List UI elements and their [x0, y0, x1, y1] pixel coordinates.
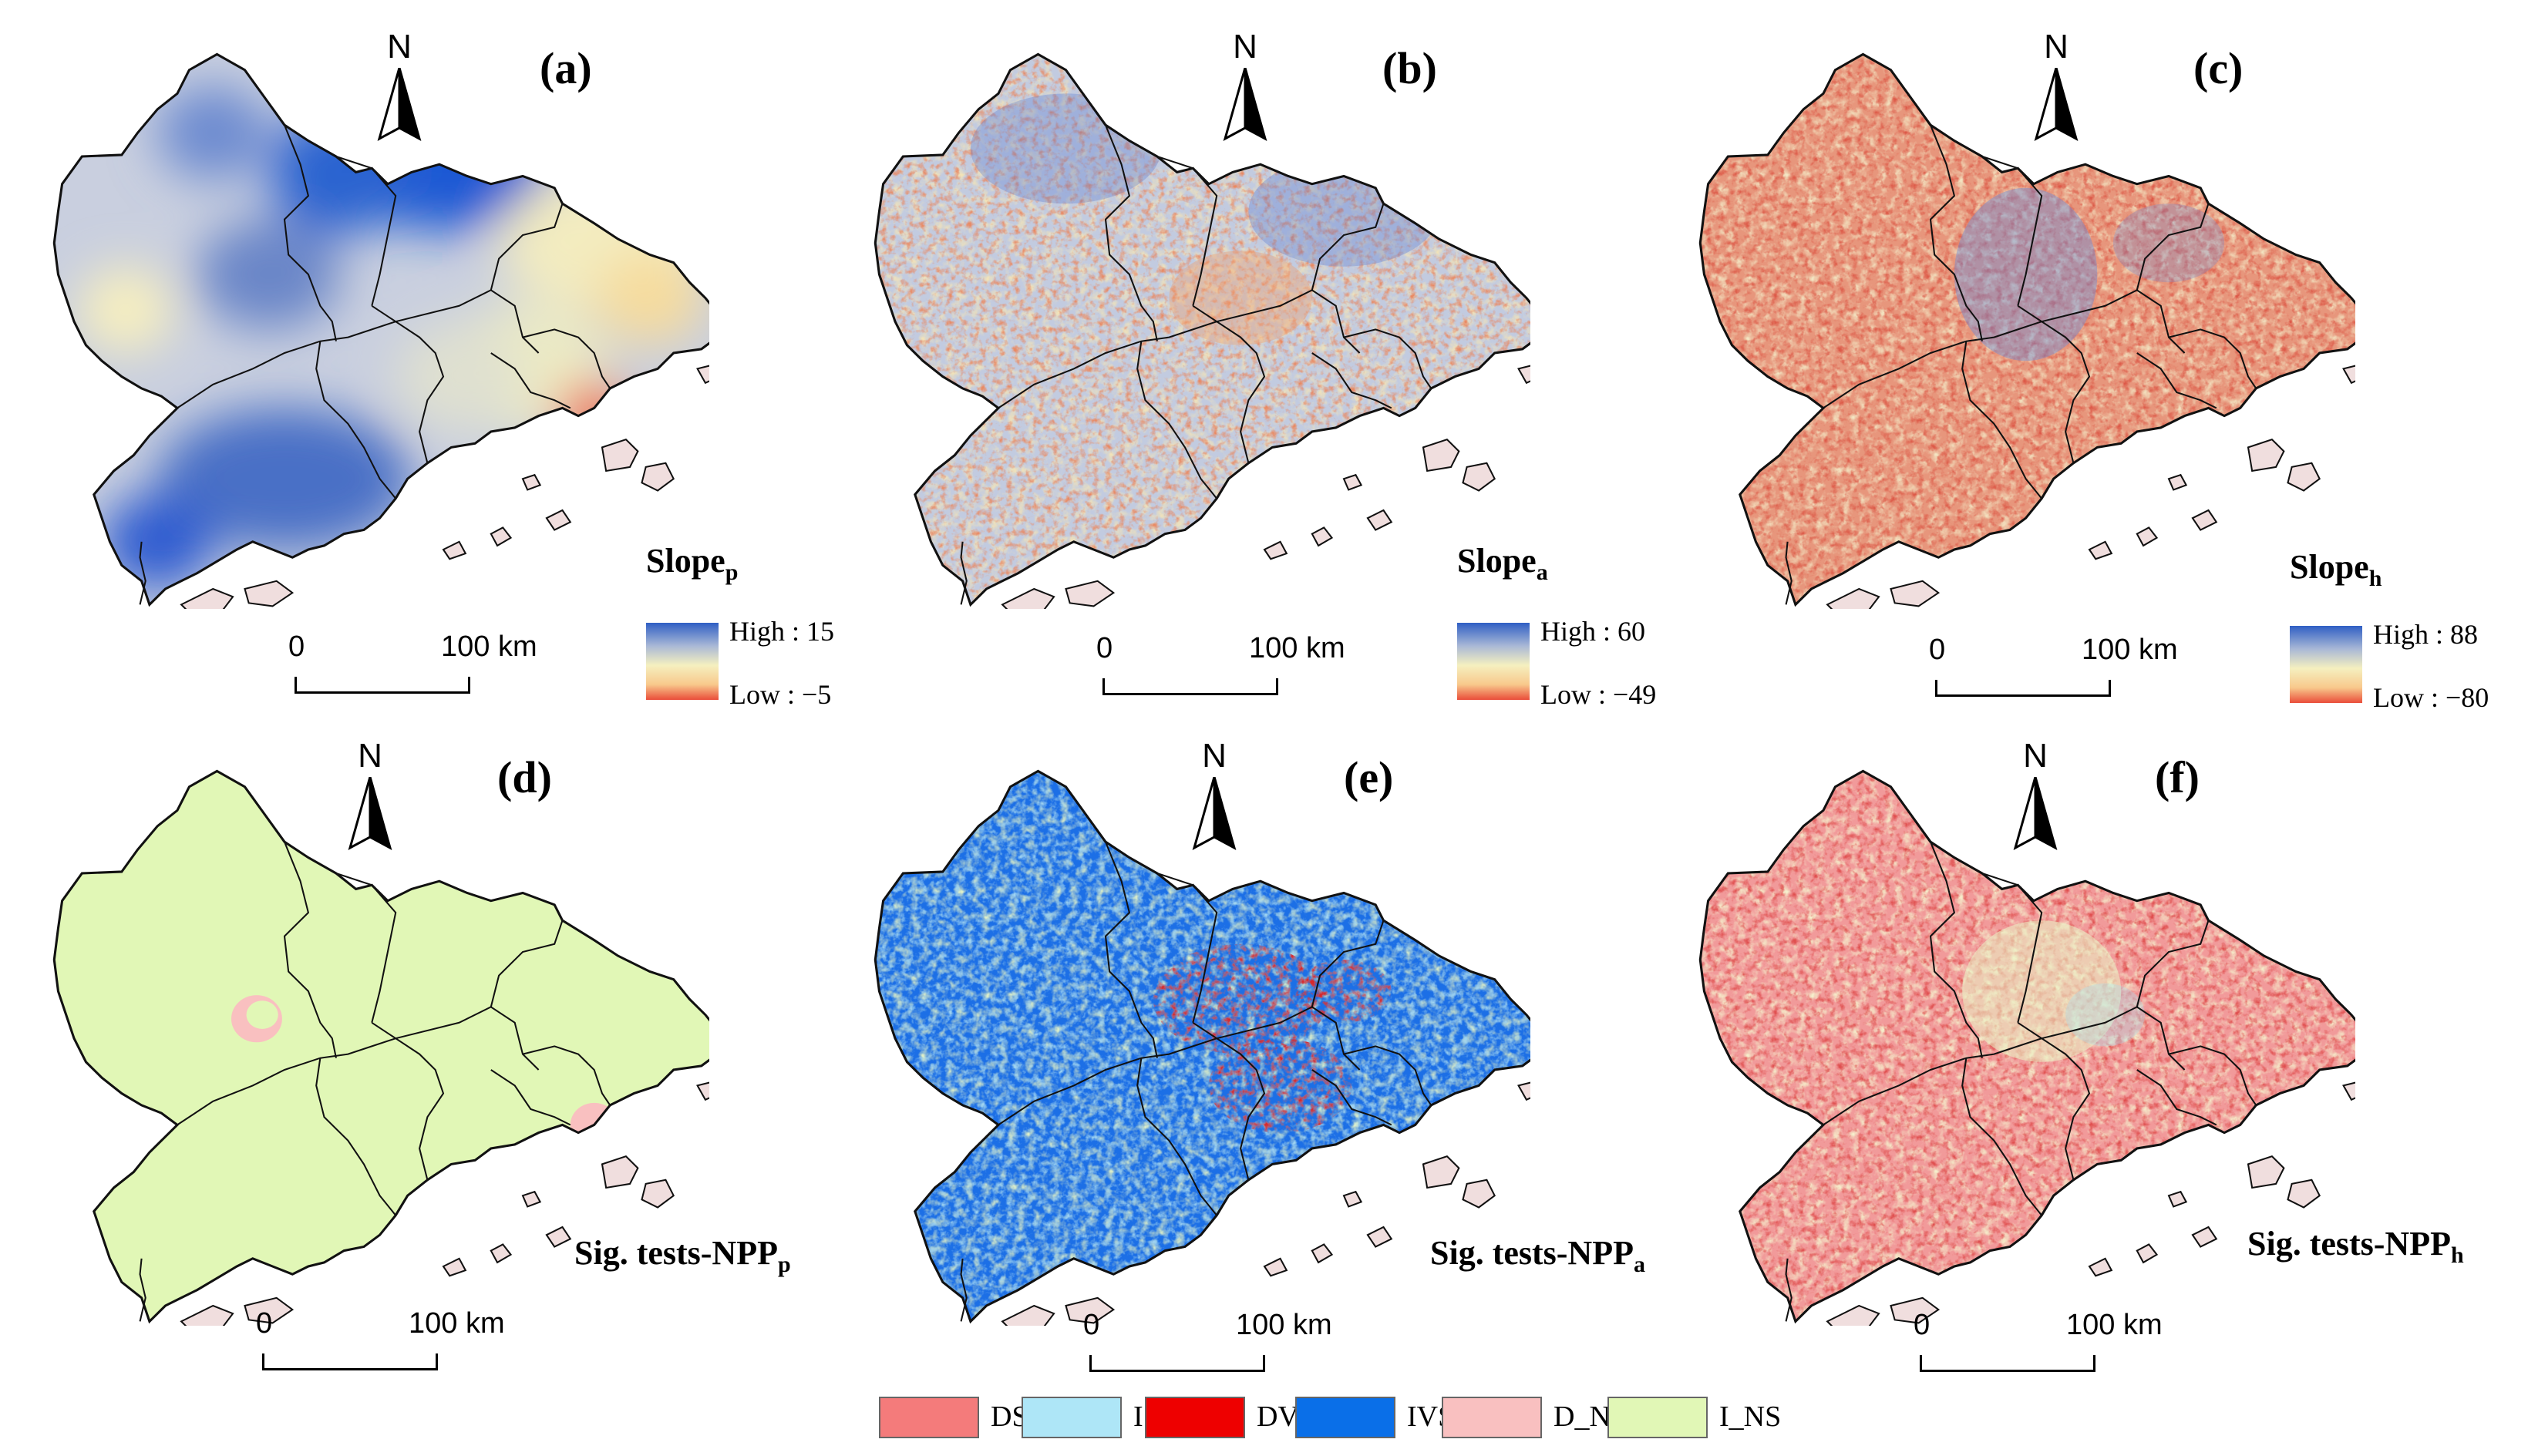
scale-line-c: [1935, 680, 2111, 697]
scale-line-b: [1102, 678, 1278, 695]
north-letter-c: N: [2044, 28, 2069, 66]
color-ramp-gradient-c: [2290, 626, 2362, 703]
legend-swatch-i-ns: [1607, 1397, 1708, 1438]
map-e: [874, 769, 1530, 1326]
map-panel-e: (e) N 0 100 km Sig. tests-NPPa: [836, 737, 1654, 1434]
scale-line-a: [295, 677, 470, 694]
map-title-sub-c: h: [2368, 565, 2382, 591]
map-title-b: Slopea: [1457, 541, 1548, 586]
map-panel-f: (f) N 0 100 km Sig. tests-NPPh: [1661, 737, 2479, 1434]
legend: DS IS DVS IVS D_NS I_NS: [879, 1397, 1804, 1443]
map-b: [874, 52, 1530, 609]
ramp-low-b: Low : −49: [1540, 679, 1657, 710]
map-d: [52, 769, 709, 1326]
north-letter-d: N: [358, 737, 382, 775]
scale-bar-f: 0 100 km: [1914, 1309, 2163, 1378]
map-title-e: Sig. tests-NPPa: [1430, 1233, 1645, 1278]
map-title-sub-b: a: [1536, 559, 1548, 585]
scale-bar-b: 0 100 km: [1096, 632, 1345, 701]
north-letter-a: N: [387, 28, 412, 66]
scale-bar-a: 0 100 km: [288, 630, 537, 700]
map-panel-c: (c) N 0 100 km Slopeh High : 88 Low : −8…: [1661, 23, 2489, 717]
ramp-high-c: High : 88: [2373, 619, 2479, 650]
map-title-main-f: Sig. tests-NPP: [2247, 1225, 2451, 1263]
map-title-c: Slopeh: [2290, 547, 2382, 592]
scale-distance-f: 100 km: [2066, 1309, 2163, 1341]
north-arrow-icon: [377, 68, 422, 141]
map-title-main-d: Sig. tests-NPP: [574, 1234, 778, 1272]
scale-line-f: [1920, 1355, 2095, 1372]
panel-label-c: (c): [2193, 43, 2244, 93]
legend-swatch-ivs: [1295, 1397, 1395, 1438]
north-arrow-d: N: [339, 737, 401, 856]
north-letter-f: N: [2023, 737, 2048, 775]
panel-label-b: (b): [1382, 43, 1437, 93]
map-panel-d: (d) N 0 100 km Sig. tests-NPPp: [15, 737, 833, 1434]
north-arrow-e: N: [1183, 737, 1245, 856]
north-letter-b: N: [1233, 28, 1257, 66]
scale-bar-e: 0 100 km: [1083, 1309, 1332, 1378]
map-title-main-a: Slope: [646, 542, 725, 580]
legend-swatch-d-ns: [1442, 1397, 1542, 1438]
scale-bar-d: 0 100 km: [256, 1307, 505, 1377]
map-a: [52, 52, 709, 609]
color-ramp-gradient-b: [1457, 623, 1530, 700]
map-c: [1698, 52, 2355, 609]
map-title-main-c: Slope: [2290, 548, 2369, 586]
panel-label-e: (e): [1344, 752, 1394, 802]
panel-label-d: (d): [497, 752, 552, 802]
scale-zero-b: 0: [1096, 632, 1113, 664]
scale-distance-d: 100 km: [409, 1307, 505, 1340]
north-arrow-f: N: [2005, 737, 2066, 856]
scale-distance-a: 100 km: [441, 630, 537, 663]
map-f: [1698, 769, 2355, 1326]
panel-label-a: (a): [540, 43, 592, 93]
legend-swatch-dvs: [1145, 1397, 1245, 1438]
legend-label-i-ns: I_NS: [1719, 1401, 1782, 1433]
north-letter-e: N: [1202, 737, 1227, 775]
north-arrow-b: N: [1214, 28, 1276, 146]
map-title-sub-d: p: [777, 1251, 791, 1277]
map-title-main-e: Sig. tests-NPP: [1430, 1234, 1634, 1272]
color-ramp-gradient-a: [646, 623, 719, 700]
north-arrow-c: N: [2025, 28, 2087, 146]
ramp-high-b: High : 60: [1540, 616, 1646, 647]
map-title-sub-e: a: [1633, 1251, 1645, 1277]
scale-zero-a: 0: [288, 630, 305, 663]
scale-distance-e: 100 km: [1236, 1309, 1332, 1341]
color-ramp-b: High : 60 Low : −49: [1457, 616, 1656, 710]
scale-zero-c: 0: [1929, 634, 1946, 666]
map-title-d: Sig. tests-NPPp: [574, 1233, 791, 1278]
ramp-low-c: Low : −80: [2373, 682, 2489, 713]
color-ramp-a: High : 15 Low : −5: [646, 616, 834, 710]
scale-distance-c: 100 km: [2082, 634, 2178, 666]
scale-zero-e: 0: [1083, 1309, 1100, 1341]
legend-swatch-is: [1022, 1397, 1122, 1438]
map-title-sub-f: h: [2450, 1242, 2464, 1268]
color-ramp-c: High : 88 Low : −80: [2290, 619, 2489, 713]
map-panel-b: (b) N 0 100 km Slopea High : 60 Low : −4…: [836, 23, 1656, 717]
north-arrow-icon: [1192, 777, 1237, 850]
legend-swatch-ds: [879, 1397, 979, 1438]
ramp-high-a: High : 15: [729, 616, 835, 647]
north-arrow-icon: [2013, 777, 2058, 850]
map-title-sub-a: p: [725, 559, 739, 585]
scale-bar-c: 0 100 km: [1929, 634, 2178, 703]
north-arrow-icon: [2034, 68, 2079, 141]
map-title-main-b: Slope: [1457, 542, 1537, 580]
scale-zero-f: 0: [1914, 1309, 1931, 1341]
north-arrow-a: N: [369, 28, 430, 146]
scale-distance-b: 100 km: [1249, 632, 1345, 664]
panel-label-f: (f): [2155, 752, 2200, 802]
scale-line-d: [262, 1353, 438, 1370]
map-title-a: Slopep: [646, 541, 738, 586]
ramp-low-a: Low : −5: [729, 679, 832, 710]
north-arrow-icon: [348, 777, 392, 850]
north-arrow-icon: [1223, 68, 1267, 141]
scale-zero-d: 0: [256, 1307, 273, 1340]
map-title-f: Sig. tests-NPPh: [2247, 1224, 2464, 1269]
map-panel-a: (a) N 0 100 km Slopep High : 15 Low : −5: [15, 23, 834, 717]
scale-line-e: [1089, 1355, 1265, 1372]
